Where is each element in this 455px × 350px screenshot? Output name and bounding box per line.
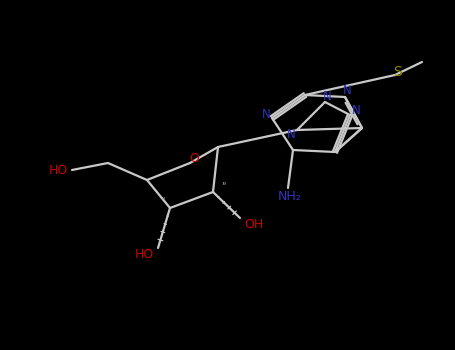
Text: NH₂: NH₂ <box>278 189 302 203</box>
Text: N: N <box>352 105 360 118</box>
Text: HO: HO <box>135 247 154 260</box>
Text: HO: HO <box>49 163 68 176</box>
Text: O: O <box>189 153 199 166</box>
Text: N: N <box>323 90 331 103</box>
Text: N: N <box>262 107 270 120</box>
Text: N: N <box>343 84 351 98</box>
Text: N: N <box>287 127 295 140</box>
Text: OH: OH <box>244 217 263 231</box>
Text: S: S <box>393 65 401 79</box>
Text: ʺ: ʺ <box>221 183 225 193</box>
Text: ʺ: ʺ <box>160 198 164 208</box>
